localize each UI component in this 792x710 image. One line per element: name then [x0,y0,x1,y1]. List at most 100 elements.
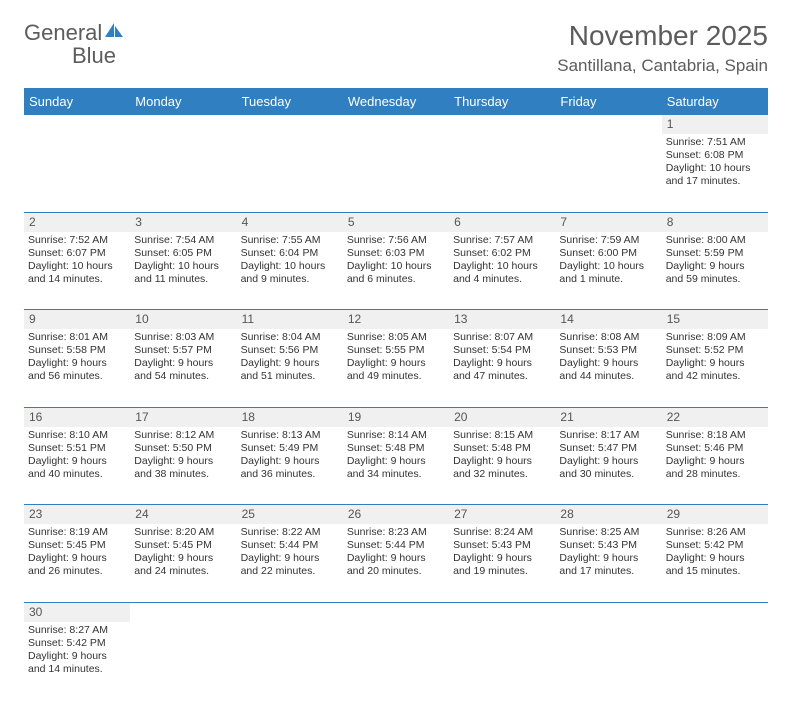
day-number-cell: 15 [662,310,768,330]
day-cell: Sunrise: 8:25 AMSunset: 5:43 PMDaylight:… [555,524,661,602]
day-cell: Sunrise: 7:54 AMSunset: 6:05 PMDaylight:… [130,232,236,310]
day-details: Sunrise: 8:10 AMSunset: 5:51 PMDaylight:… [28,429,125,482]
day-cell: Sunrise: 8:03 AMSunset: 5:57 PMDaylight:… [130,329,236,407]
day-number-cell: 3 [130,212,236,232]
day-cell [343,134,449,212]
day-cell: Sunrise: 8:07 AMSunset: 5:54 PMDaylight:… [449,329,555,407]
day-number-cell: 2 [24,212,130,232]
day-cell: Sunrise: 8:01 AMSunset: 5:58 PMDaylight:… [24,329,130,407]
week-row: Sunrise: 8:27 AMSunset: 5:42 PMDaylight:… [24,622,768,700]
day-number-cell: 23 [24,505,130,525]
weekday-header: Monday [130,88,236,115]
day-number-cell: 21 [555,407,661,427]
day-details: Sunrise: 8:01 AMSunset: 5:58 PMDaylight:… [28,331,125,384]
day-number-cell: 17 [130,407,236,427]
day-number-cell: 24 [130,505,236,525]
day-cell: Sunrise: 8:22 AMSunset: 5:44 PMDaylight:… [237,524,343,602]
day-cell [24,134,130,212]
header-right: November 2025 Santillana, Cantabria, Spa… [557,20,768,76]
day-cell [130,134,236,212]
day-number-cell: 19 [343,407,449,427]
day-number-cell: 29 [662,505,768,525]
day-cell: Sunrise: 7:56 AMSunset: 6:03 PMDaylight:… [343,232,449,310]
calendar-page: General Blue November 2025 Santillana, C… [0,0,792,710]
day-details: Sunrise: 7:51 AMSunset: 6:08 PMDaylight:… [666,136,763,189]
day-number-cell: 7 [555,212,661,232]
calendar-table: Sunday Monday Tuesday Wednesday Thursday… [24,88,768,700]
day-details: Sunrise: 7:57 AMSunset: 6:02 PMDaylight:… [453,234,550,287]
day-number-cell: 22 [662,407,768,427]
day-number-cell: 5 [343,212,449,232]
day-cell: Sunrise: 8:00 AMSunset: 5:59 PMDaylight:… [662,232,768,310]
weekday-header: Tuesday [237,88,343,115]
week-row: Sunrise: 8:10 AMSunset: 5:51 PMDaylight:… [24,427,768,505]
day-number-cell [555,115,661,134]
day-cell: Sunrise: 8:26 AMSunset: 5:42 PMDaylight:… [662,524,768,602]
daynum-row: 16171819202122 [24,407,768,427]
day-cell: Sunrise: 8:08 AMSunset: 5:53 PMDaylight:… [555,329,661,407]
week-row: Sunrise: 7:52 AMSunset: 6:07 PMDaylight:… [24,232,768,310]
day-number-cell: 1 [662,115,768,134]
logo-part1: Genera [24,20,97,45]
day-details: Sunrise: 8:25 AMSunset: 5:43 PMDaylight:… [559,526,656,579]
day-cell [555,622,661,700]
day-number-cell [449,115,555,134]
daynum-row: 2345678 [24,212,768,232]
day-cell: Sunrise: 8:14 AMSunset: 5:48 PMDaylight:… [343,427,449,505]
day-details: Sunrise: 8:08 AMSunset: 5:53 PMDaylight:… [559,331,656,384]
day-cell: Sunrise: 7:52 AMSunset: 6:07 PMDaylight:… [24,232,130,310]
day-number-cell: 20 [449,407,555,427]
day-details: Sunrise: 8:12 AMSunset: 5:50 PMDaylight:… [134,429,231,482]
day-cell [237,622,343,700]
page-header: General Blue November 2025 Santillana, C… [24,20,768,76]
day-details: Sunrise: 8:20 AMSunset: 5:45 PMDaylight:… [134,526,231,579]
day-number-cell [237,115,343,134]
day-cell [449,134,555,212]
day-details: Sunrise: 7:59 AMSunset: 6:00 PMDaylight:… [559,234,656,287]
day-number-cell: 11 [237,310,343,330]
logo-blue: Blue [24,43,116,68]
day-details: Sunrise: 7:55 AMSunset: 6:04 PMDaylight:… [241,234,338,287]
daynum-row: 9101112131415 [24,310,768,330]
day-cell [343,622,449,700]
day-number-cell: 27 [449,505,555,525]
day-details: Sunrise: 8:23 AMSunset: 5:44 PMDaylight:… [347,526,444,579]
day-number-cell: 14 [555,310,661,330]
day-details: Sunrise: 8:03 AMSunset: 5:57 PMDaylight:… [134,331,231,384]
day-cell: Sunrise: 8:23 AMSunset: 5:44 PMDaylight:… [343,524,449,602]
day-number-cell: 18 [237,407,343,427]
day-details: Sunrise: 8:09 AMSunset: 5:52 PMDaylight:… [666,331,763,384]
day-cell: Sunrise: 7:51 AMSunset: 6:08 PMDaylight:… [662,134,768,212]
day-cell: Sunrise: 8:15 AMSunset: 5:48 PMDaylight:… [449,427,555,505]
day-number-cell: 25 [237,505,343,525]
day-number-cell: 28 [555,505,661,525]
day-number-cell: 10 [130,310,236,330]
day-cell: Sunrise: 8:27 AMSunset: 5:42 PMDaylight:… [24,622,130,700]
week-row: Sunrise: 7:51 AMSunset: 6:08 PMDaylight:… [24,134,768,212]
day-cell [555,134,661,212]
daynum-row: 23242526272829 [24,505,768,525]
day-cell: Sunrise: 8:09 AMSunset: 5:52 PMDaylight:… [662,329,768,407]
day-number-cell: 26 [343,505,449,525]
day-number-cell [343,115,449,134]
week-row: Sunrise: 8:01 AMSunset: 5:58 PMDaylight:… [24,329,768,407]
weekday-header: Friday [555,88,661,115]
day-details: Sunrise: 8:05 AMSunset: 5:55 PMDaylight:… [347,331,444,384]
day-number-cell: 4 [237,212,343,232]
sail-icon [104,22,124,43]
logo: General Blue [24,20,124,68]
day-cell: Sunrise: 8:20 AMSunset: 5:45 PMDaylight:… [130,524,236,602]
day-cell: Sunrise: 8:18 AMSunset: 5:46 PMDaylight:… [662,427,768,505]
day-cell: Sunrise: 8:04 AMSunset: 5:56 PMDaylight:… [237,329,343,407]
day-details: Sunrise: 7:54 AMSunset: 6:05 PMDaylight:… [134,234,231,287]
day-cell: Sunrise: 7:59 AMSunset: 6:00 PMDaylight:… [555,232,661,310]
day-details: Sunrise: 8:13 AMSunset: 5:49 PMDaylight:… [241,429,338,482]
day-cell: Sunrise: 7:55 AMSunset: 6:04 PMDaylight:… [237,232,343,310]
day-number-cell: 13 [449,310,555,330]
day-details: Sunrise: 7:56 AMSunset: 6:03 PMDaylight:… [347,234,444,287]
day-cell: Sunrise: 8:19 AMSunset: 5:45 PMDaylight:… [24,524,130,602]
day-details: Sunrise: 7:52 AMSunset: 6:07 PMDaylight:… [28,234,125,287]
day-details: Sunrise: 8:26 AMSunset: 5:42 PMDaylight:… [666,526,763,579]
day-details: Sunrise: 8:17 AMSunset: 5:47 PMDaylight:… [559,429,656,482]
day-details: Sunrise: 8:15 AMSunset: 5:48 PMDaylight:… [453,429,550,482]
